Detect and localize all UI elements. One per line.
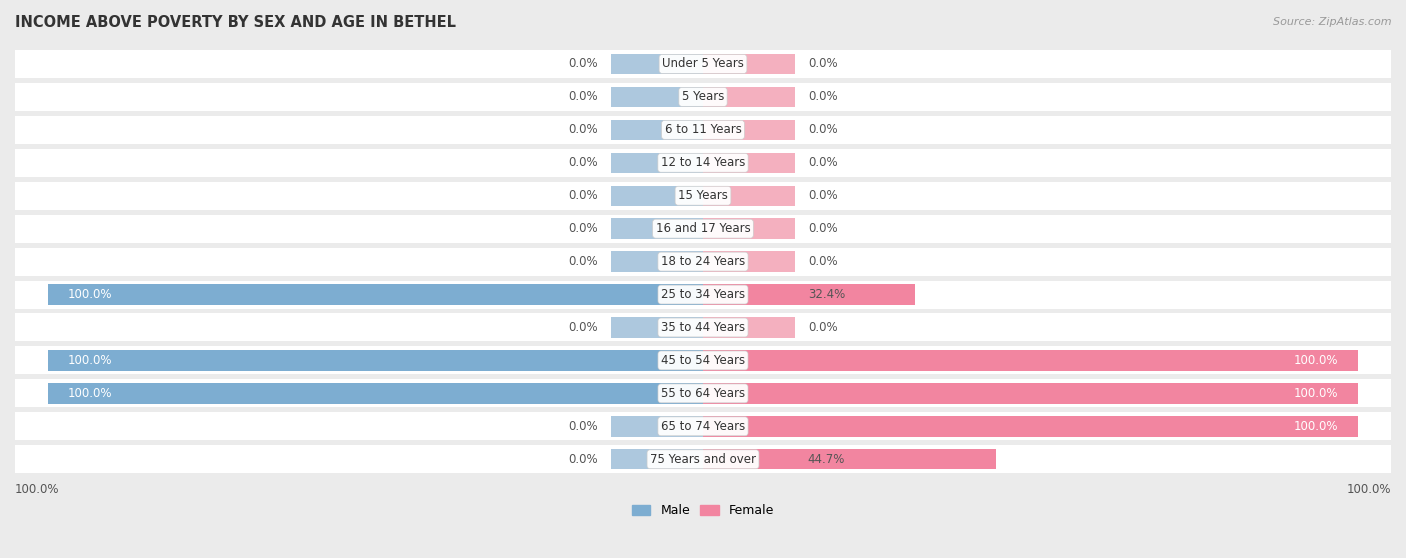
Text: Source: ZipAtlas.com: Source: ZipAtlas.com (1274, 17, 1392, 27)
Bar (612, 86, 703, 107)
Text: 100.0%: 100.0% (67, 354, 112, 367)
Text: 0.0%: 0.0% (568, 123, 598, 136)
Text: 0.0%: 0.0% (808, 90, 838, 103)
Text: 0.0%: 0.0% (568, 255, 598, 268)
Text: 6 to 11 Years: 6 to 11 Years (665, 123, 741, 136)
Bar (703, 218, 794, 239)
Text: 0.0%: 0.0% (808, 222, 838, 235)
Bar (703, 416, 1358, 436)
Bar (15, 248, 1391, 276)
Bar (48, 285, 703, 305)
Text: 44.7%: 44.7% (808, 453, 845, 466)
Text: Under 5 Years: Under 5 Years (662, 57, 744, 70)
Text: 55 to 64 Years: 55 to 64 Years (661, 387, 745, 400)
Legend: Male, Female: Male, Female (627, 499, 779, 522)
Text: 0.0%: 0.0% (568, 321, 598, 334)
Bar (612, 152, 703, 173)
Bar (703, 350, 1358, 371)
Text: 12 to 14 Years: 12 to 14 Years (661, 156, 745, 169)
Text: INCOME ABOVE POVERTY BY SEX AND AGE IN BETHEL: INCOME ABOVE POVERTY BY SEX AND AGE IN B… (15, 15, 456, 30)
Text: 100.0%: 100.0% (67, 288, 112, 301)
Bar (48, 383, 703, 403)
Bar (15, 412, 1391, 440)
Bar (703, 383, 1358, 403)
Bar (15, 281, 1391, 309)
Bar (15, 347, 1391, 374)
Bar (703, 449, 995, 469)
Text: 35 to 44 Years: 35 to 44 Years (661, 321, 745, 334)
Bar (703, 185, 794, 206)
Text: 100.0%: 100.0% (1294, 354, 1339, 367)
Bar (612, 318, 703, 338)
Text: 15 Years: 15 Years (678, 189, 728, 202)
Text: 65 to 74 Years: 65 to 74 Years (661, 420, 745, 433)
Bar (612, 416, 703, 436)
Text: 75 Years and over: 75 Years and over (650, 453, 756, 466)
Text: 0.0%: 0.0% (568, 420, 598, 433)
Text: 100.0%: 100.0% (67, 387, 112, 400)
Text: 0.0%: 0.0% (808, 57, 838, 70)
Bar (15, 116, 1391, 144)
Bar (703, 54, 794, 74)
Bar (703, 252, 794, 272)
Text: 100.0%: 100.0% (1294, 420, 1339, 433)
Bar (15, 182, 1391, 210)
Bar (15, 50, 1391, 78)
Bar (15, 215, 1391, 243)
Text: 18 to 24 Years: 18 to 24 Years (661, 255, 745, 268)
Bar (15, 379, 1391, 407)
Text: 25 to 34 Years: 25 to 34 Years (661, 288, 745, 301)
Bar (48, 350, 703, 371)
Bar (703, 285, 915, 305)
Bar (612, 119, 703, 140)
Bar (612, 252, 703, 272)
Text: 0.0%: 0.0% (808, 255, 838, 268)
Text: 32.4%: 32.4% (808, 288, 845, 301)
Bar (15, 314, 1391, 341)
Text: 0.0%: 0.0% (568, 156, 598, 169)
Bar (15, 83, 1391, 111)
Text: 16 and 17 Years: 16 and 17 Years (655, 222, 751, 235)
Bar (703, 318, 794, 338)
Text: 45 to 54 Years: 45 to 54 Years (661, 354, 745, 367)
Text: 0.0%: 0.0% (808, 321, 838, 334)
Text: 100.0%: 100.0% (1347, 483, 1391, 496)
Text: 100.0%: 100.0% (1294, 387, 1339, 400)
Bar (703, 152, 794, 173)
Bar (703, 119, 794, 140)
Bar (612, 449, 703, 469)
Text: 0.0%: 0.0% (568, 90, 598, 103)
Bar (703, 86, 794, 107)
Text: 0.0%: 0.0% (568, 57, 598, 70)
Bar (15, 149, 1391, 177)
Text: 0.0%: 0.0% (808, 123, 838, 136)
Text: 100.0%: 100.0% (15, 483, 59, 496)
Text: 5 Years: 5 Years (682, 90, 724, 103)
Text: 0.0%: 0.0% (568, 453, 598, 466)
Bar (612, 54, 703, 74)
Bar (612, 185, 703, 206)
Bar (612, 218, 703, 239)
Bar (15, 445, 1391, 473)
Text: 0.0%: 0.0% (808, 189, 838, 202)
Text: 0.0%: 0.0% (568, 222, 598, 235)
Text: 0.0%: 0.0% (808, 156, 838, 169)
Text: 0.0%: 0.0% (568, 189, 598, 202)
